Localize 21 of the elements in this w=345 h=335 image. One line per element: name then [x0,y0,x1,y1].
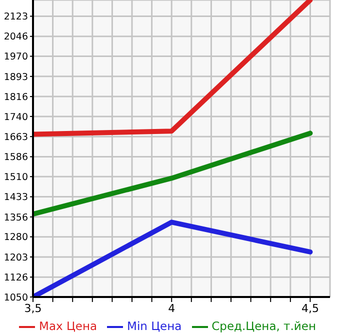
legend-label: Сред.Цена, т.йен [212,319,316,334]
y-tick-label: 1816 [4,92,28,103]
y-tick-label: 1126 [4,272,28,284]
y-tick-label: 2046 [4,32,28,43]
y-tick-label: 1510 [4,172,28,183]
legend-label: Min Цена [127,319,182,334]
y-tick-label: 1970 [4,52,28,63]
y-tick-label: 1280 [4,232,28,244]
y-tick-label: 2123 [4,12,28,23]
y-tick-label: 1586 [4,152,28,164]
x-tick-label: 3,5 [24,302,42,315]
legend-label: Max Цена [39,319,98,334]
y-tick-label: 1356 [4,212,28,224]
x-tick-label: 4 [168,302,176,315]
x-tick-label: 4,5 [301,302,319,315]
y-tick-label: 1203 [4,252,28,264]
y-tick-label: 1433 [4,192,28,204]
y-tick-label: 1050 [4,292,28,304]
y-tick-label: 1893 [4,72,28,83]
y-tick-label: 1740 [4,112,28,123]
y-tick-label: 1663 [4,132,28,143]
